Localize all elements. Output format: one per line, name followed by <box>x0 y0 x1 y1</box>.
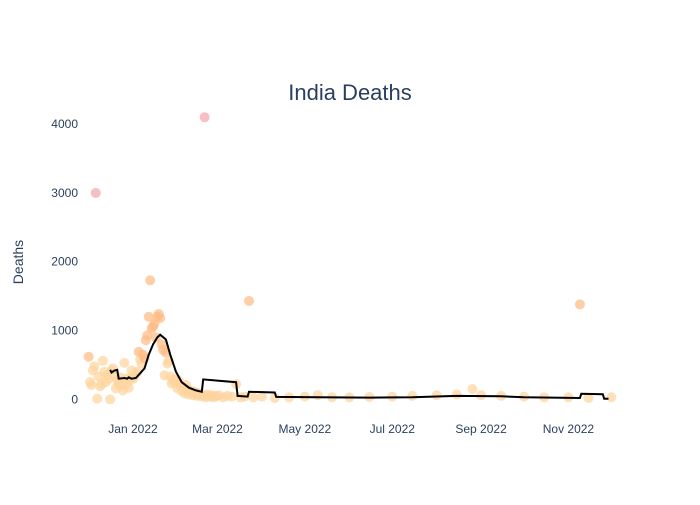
data-point <box>97 355 108 366</box>
data-point <box>89 361 100 372</box>
data-point <box>143 311 154 322</box>
data-point <box>467 384 478 395</box>
data-point <box>574 299 585 310</box>
y-tick-label: 3000 <box>51 186 78 200</box>
x-tick-label: Sep 2022 <box>455 422 507 436</box>
data-point <box>105 394 116 405</box>
data-point <box>244 295 255 306</box>
y-axis-title: Deaths <box>10 240 26 284</box>
data-point <box>86 379 97 390</box>
x-tick-label: May 2022 <box>279 422 332 436</box>
y-axis-ticks: 0 1000 2000 3000 4000 <box>51 117 78 406</box>
data-point <box>92 393 103 404</box>
data-point <box>269 392 280 403</box>
data-point <box>83 351 94 362</box>
data-point <box>312 390 323 401</box>
data-point <box>606 392 617 403</box>
data-point <box>431 390 442 401</box>
data-point <box>123 382 134 393</box>
x-tick-label: Jul 2022 <box>370 422 416 436</box>
chart-title: India Deaths <box>288 80 412 105</box>
y-tick-label: 2000 <box>51 255 78 269</box>
x-tick-label: Nov 2022 <box>543 422 595 436</box>
data-point <box>256 391 267 402</box>
y-tick-label: 1000 <box>51 324 78 338</box>
y-tick-label: 0 <box>71 392 78 406</box>
data-point <box>407 390 418 401</box>
x-tick-label: Jan 2022 <box>108 422 158 436</box>
data-point <box>583 392 594 403</box>
scatter-points <box>83 112 617 405</box>
moving-average-line <box>109 333 609 400</box>
data-point <box>199 112 210 123</box>
data-point <box>150 332 161 343</box>
data-point <box>90 187 101 198</box>
data-point <box>119 357 130 368</box>
x-axis-ticks: Jan 2022 Mar 2022 May 2022 Jul 2022 Sep 2022… <box>108 422 594 436</box>
y-tick-label: 4000 <box>51 117 78 131</box>
data-point <box>145 275 156 286</box>
data-point <box>248 392 259 403</box>
data-point <box>226 391 237 402</box>
data-point <box>451 389 462 400</box>
data-point <box>155 313 166 324</box>
moving-average-line-group <box>109 333 609 400</box>
x-tick-label: Mar 2022 <box>192 422 243 436</box>
